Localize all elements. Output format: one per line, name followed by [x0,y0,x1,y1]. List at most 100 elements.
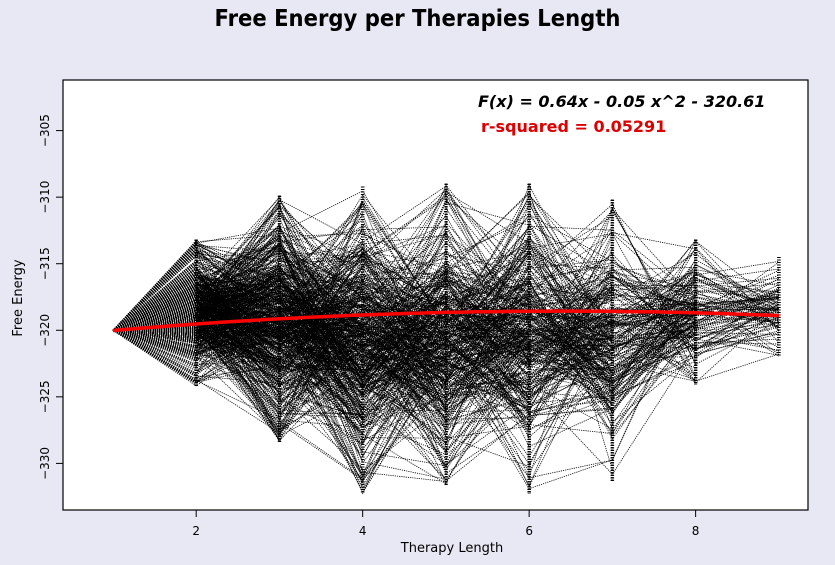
trajectory-line [112,283,696,414]
trajectory-line [112,279,696,479]
trajectory-line [112,202,696,364]
trajectory-line [112,276,363,413]
trajectory-line [112,309,447,412]
x-tick-label: 8 [692,524,700,538]
trajectory-line [112,290,613,361]
trajectory-line [112,250,779,413]
trajectory-line [112,208,696,400]
trajectory-line [112,193,696,411]
trajectory-line [112,274,530,390]
trajectory-line [112,284,780,397]
trajectory-line [112,259,363,331]
trajectory-line [112,226,447,384]
trajectory-line [112,297,280,332]
trajectory-line [112,294,696,442]
trajectory-line [112,273,779,379]
trajectory-line [112,268,780,427]
trajectory-line [112,284,530,482]
trajectory-line [112,251,780,392]
trajectory-line [112,242,779,387]
trajectory-line [112,301,696,398]
trajectory-line [112,309,696,384]
trajectory-line [112,291,696,377]
trajectory-line [112,284,696,348]
trajectory-line [112,329,197,361]
trajectory-line [112,232,696,438]
trajectory-line [112,225,779,378]
trajectory-line [112,238,780,339]
trajectory-line [112,277,446,480]
trajectory-line [112,237,696,483]
fit-formula-annotation: F(x) = 0.64x - 0.05 x^2 - 320.61 [478,92,765,111]
trajectory-line [112,269,779,354]
trajectory-line [112,235,447,450]
trajectory-line [112,243,613,477]
x-tick-label: 4 [359,524,367,538]
trajectory-line [112,264,780,445]
trajectory-line [112,263,530,406]
trajectory-line [112,285,696,400]
trajectory-line [112,248,363,331]
trajectory-line [112,237,530,331]
trajectory-line [112,248,696,389]
x-tick-label: 2 [192,524,200,538]
trajectory-line [112,227,780,384]
trajectory-line [112,245,613,345]
trajectory-line [112,245,530,433]
trajectory-line [112,246,613,391]
trajectory-line [112,253,530,389]
trajectory-line [112,248,447,391]
trajectory-line [112,317,530,372]
trajectory-line [112,213,530,338]
trajectory-line [112,266,447,368]
trajectory-line [112,329,280,358]
trajectory-line [112,301,530,356]
trajectory-line [112,267,447,381]
trajectory-line [112,270,447,437]
trajectory-line [112,258,613,440]
trajectory-line [112,280,696,418]
trajectory-line [112,314,613,472]
trajectory-line [112,278,780,430]
fit-curve [112,309,779,333]
trajectory-line [112,224,280,331]
x-axis-label: Therapy Length [400,541,503,556]
trajectory-line [112,294,696,430]
trajectory-line [112,277,696,430]
trajectory-line [112,185,779,351]
trajectory-line [112,264,696,443]
trajectory-line [112,272,613,422]
trajectory-line [112,225,696,382]
trajectory-line [112,210,613,430]
trajectory-line [112,279,280,395]
trajectory-line [112,298,530,391]
trajectory-line [112,256,696,377]
axes: 2 4 6 8 −330 −325 −320 −315 −310 −305 [38,114,699,538]
trajectory-line [112,266,696,347]
trajectory-line [112,213,696,420]
trajectory-line [112,288,780,358]
trajectory-line [112,279,613,331]
trajectory-line [112,278,696,431]
trajectory-line [112,262,779,376]
trajectory-line [112,267,447,472]
trajectory-line [112,253,696,359]
trajectory-line [112,299,696,479]
trajectory-line [112,326,363,434]
trajectory-line [112,240,780,412]
y-axis-label: Free Energy [11,259,26,337]
chart-title: Free Energy per Therapies Length [214,6,621,32]
trajectory-line [112,314,530,387]
r-squared-annotation: r-squared = 0.05291 [481,117,666,136]
trajectory-line [112,260,613,452]
trajectory-line [112,252,780,344]
trajectory-line [112,302,696,385]
trajectory-line [112,274,280,331]
trajectory-line [112,245,363,337]
trajectory-line [112,227,530,457]
y-tick-label: −325 [38,380,52,413]
y-tick-label: −305 [38,114,52,147]
trajectory-line [112,188,696,372]
trajectory-line [112,269,780,409]
